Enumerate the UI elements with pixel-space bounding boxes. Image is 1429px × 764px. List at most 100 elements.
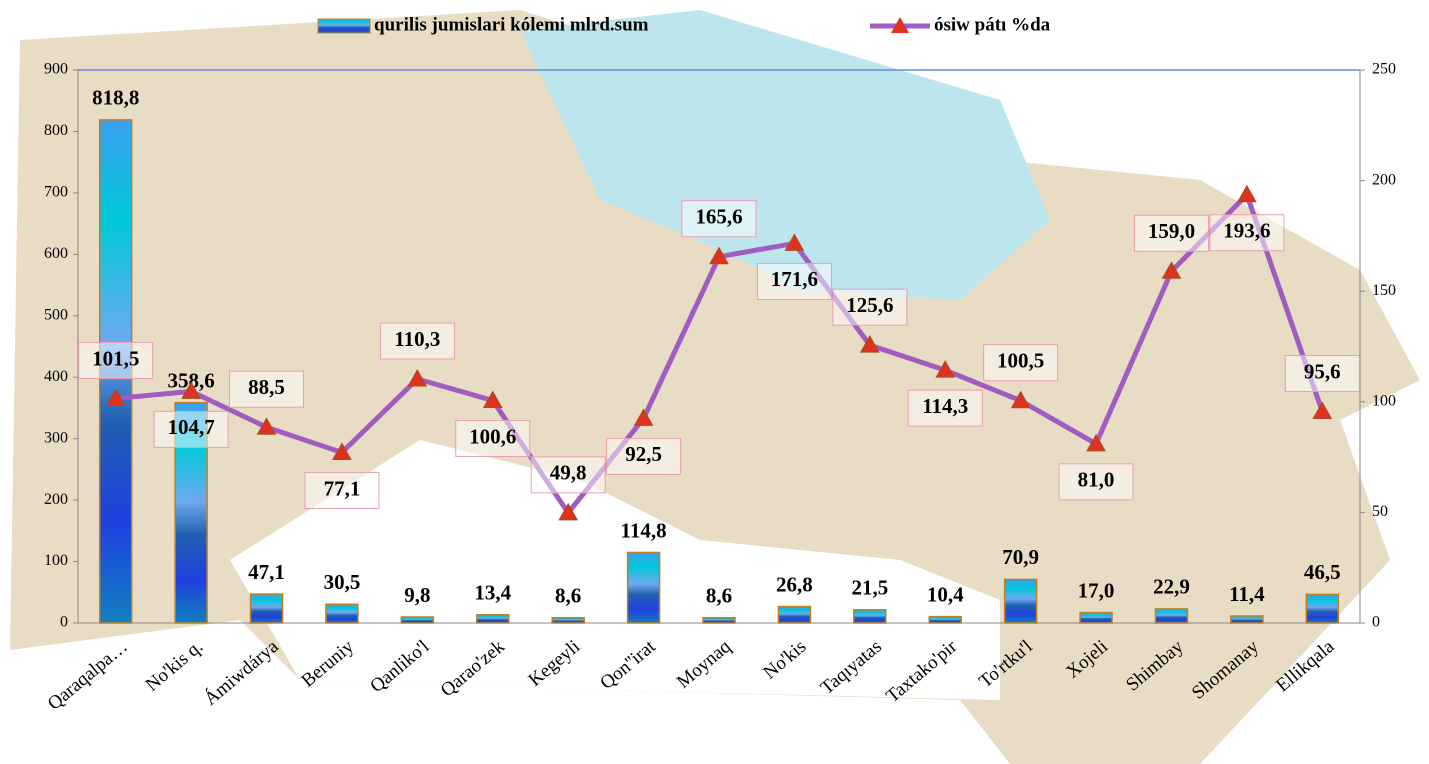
label-box (681, 200, 757, 238)
bar (1154, 608, 1189, 624)
bar-value-label: 9,8 (404, 583, 430, 607)
legend: qurilis jumislari kólemi mlrd.sum ósiw pá… (317, 14, 1051, 35)
bar-value-label: 13,4 (474, 581, 511, 605)
line-marker (1161, 261, 1182, 279)
bar-value-label: 8,6 (555, 584, 581, 608)
y-tick-label: 300 (44, 429, 68, 446)
y2-tick-label: 200 (1372, 171, 1396, 188)
x-tick-label: No'kis q. (142, 636, 207, 696)
line-value-label: 104,7 (167, 415, 214, 439)
bar (853, 609, 887, 624)
label-box (1209, 214, 1285, 252)
bar-value-label: 11,4 (1229, 582, 1265, 606)
bar-value-label: 17,0 (1078, 578, 1115, 602)
bar (626, 551, 661, 624)
bar (400, 616, 435, 624)
line-value-label: 100,5 (997, 349, 1044, 373)
bar-value-label: 47,1 (248, 560, 285, 584)
line-marker (105, 388, 126, 406)
bar-value-label: 22,9 (1153, 575, 1190, 599)
line-value-label: 193,6 (1223, 219, 1270, 243)
line-value-label: 92,5 (625, 442, 662, 466)
bar-value-label: 818,8 (92, 86, 139, 110)
label-box (983, 344, 1059, 382)
bar-value-label: 30,5 (324, 570, 361, 594)
bar (928, 615, 962, 624)
line-marker (859, 335, 880, 353)
bar (1003, 578, 1038, 624)
bar-value-label: 10,4 (927, 582, 964, 606)
label-box (907, 389, 983, 427)
bar (1230, 615, 1264, 624)
line-value-label: 159,0 (1148, 219, 1195, 243)
line-marker (784, 233, 805, 251)
y-tick-label: 900 (44, 61, 68, 78)
legend-swatch (317, 18, 371, 34)
line-value-label: 114,3 (922, 394, 968, 418)
line-marker (1237, 184, 1257, 203)
line-marker (332, 442, 352, 460)
y2-tick-label: 50 (1372, 503, 1388, 520)
line-value-label: 171,6 (771, 267, 818, 291)
y2-tick-label: 250 (1372, 61, 1396, 78)
bar (249, 593, 284, 624)
background-map (10, 10, 1420, 764)
line-marker (935, 360, 956, 378)
line-marker (633, 408, 654, 426)
label-box (530, 456, 606, 494)
line-value-label: 125,6 (846, 293, 893, 317)
y2-tick-label: 150 (1372, 282, 1396, 299)
label-box (1133, 214, 1209, 252)
legend-marker (891, 17, 909, 33)
line-value-label: 165,6 (695, 205, 742, 229)
x-tick-label: Ámiwdárya (200, 635, 283, 710)
line-value-label: 88,5 (248, 375, 285, 399)
line-marker (1312, 401, 1333, 420)
y-tick-label: 800 (44, 122, 68, 139)
label-box (606, 437, 682, 475)
label-box (304, 471, 380, 509)
line-value-label: 100,6 (469, 424, 516, 448)
label-box (229, 370, 305, 408)
bar (325, 603, 359, 624)
y-tick-label: 100 (44, 552, 68, 569)
bar-value-label: 70,9 (1002, 545, 1039, 569)
label-box (78, 341, 154, 379)
y-tick-label: 200 (44, 491, 68, 508)
line-marker (181, 381, 201, 399)
bar (1079, 611, 1113, 624)
y2-tick-label: 100 (1372, 392, 1396, 409)
line-marker (709, 246, 729, 265)
line-value-label: 77,1 (324, 476, 361, 500)
label-box (832, 288, 908, 326)
y-tick-label: 0 (60, 614, 68, 631)
line-marker (1010, 390, 1031, 409)
line-value-label: 95,6 (1304, 359, 1341, 383)
bar (476, 614, 510, 624)
y-tick-label: 600 (44, 245, 68, 262)
line-value-label: 110,3 (394, 327, 440, 351)
line-marker (256, 417, 277, 435)
label-box (455, 419, 531, 457)
label-box (756, 262, 832, 300)
bar (777, 605, 812, 624)
legend-label: ósiw pátı %da (934, 14, 1051, 35)
label-box (153, 410, 229, 448)
bar-value-label: 46,5 (1304, 560, 1341, 584)
bar (551, 616, 585, 624)
x-tick-label: Qaraqalpa… (44, 636, 132, 714)
y-tick-label: 700 (44, 184, 68, 201)
line-marker (407, 368, 428, 387)
y2-tick-label: 0 (1372, 614, 1380, 631)
line-marker (558, 502, 579, 521)
label-box (1284, 355, 1360, 393)
bar (702, 616, 736, 624)
line-value-label: 81,0 (1078, 468, 1115, 492)
label-box (1058, 463, 1134, 501)
bar-value-label: 114,8 (621, 518, 667, 542)
y-tick-label: 400 (44, 368, 68, 385)
bar-value-label: 26,8 (776, 572, 813, 596)
y-tick-label: 500 (44, 306, 68, 323)
bar (1305, 593, 1340, 624)
